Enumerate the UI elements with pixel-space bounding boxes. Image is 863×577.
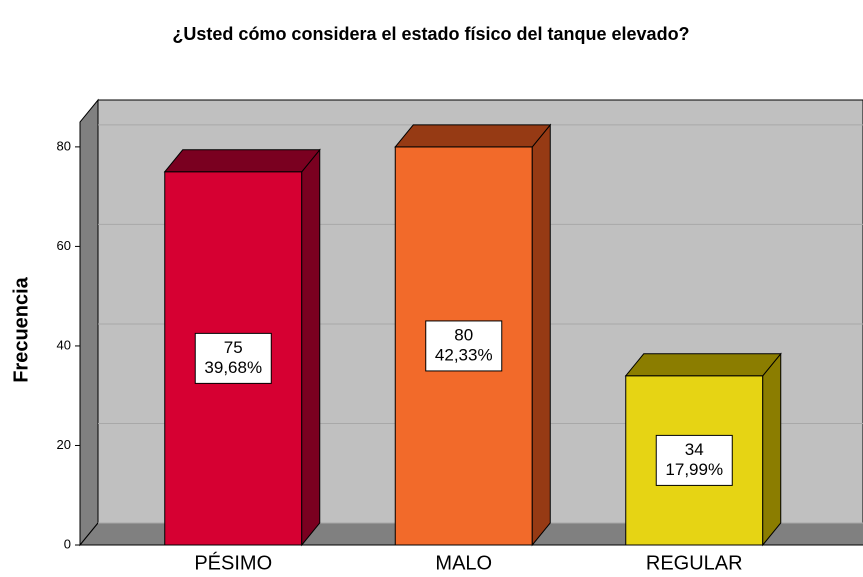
bar-top	[624, 353, 782, 377]
data-label-box	[425, 320, 503, 372]
data-label-value: 34	[685, 440, 704, 459]
data-label-value: 80	[454, 325, 473, 344]
bar-top	[394, 124, 552, 148]
data-label-percent: 39,68%	[204, 358, 262, 377]
bar-side	[762, 352, 782, 547]
y-tick-label: 0	[64, 536, 71, 551]
y-tick-label: 20	[57, 437, 71, 452]
data-label-percent: 17,99%	[665, 460, 723, 479]
data-label-box	[194, 332, 272, 384]
y-axis-label: Frecuencia	[10, 276, 32, 382]
x-tick-label: PÉSIMO	[194, 551, 272, 574]
y-tick-label: 60	[57, 238, 71, 253]
bar-side	[531, 123, 551, 547]
bar-top	[163, 149, 321, 173]
y-tick-label: 40	[57, 337, 71, 352]
data-label-value: 75	[224, 338, 243, 357]
chart-title: ¿Usted cómo considera el estado físico d…	[172, 24, 689, 44]
x-tick-label: MALO	[435, 552, 492, 574]
data-label-box	[655, 434, 733, 486]
bar-side	[301, 148, 321, 547]
data-label-percent: 42,33%	[435, 345, 493, 364]
left-wall	[79, 98, 99, 547]
x-tick-label: REGULAR	[646, 552, 743, 574]
y-tick-label: 80	[57, 138, 71, 153]
